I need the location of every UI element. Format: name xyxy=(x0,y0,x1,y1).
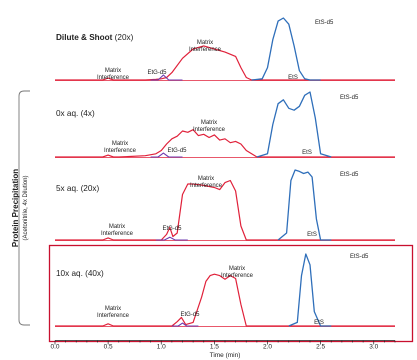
interference-label: Interference xyxy=(193,127,226,133)
interference-label: Interference xyxy=(221,273,254,279)
matrix-label: Matrix xyxy=(105,68,121,74)
etg-d5-label: EtG-d5 xyxy=(162,226,182,232)
matrix-label: Matrix xyxy=(112,141,128,147)
etg-d5-label: EtG-d5 xyxy=(167,148,187,154)
group-bracket: Protein Precipitation (Acetonitrile, 4x D… xyxy=(11,90,30,326)
ets-d5-label: EtS-d5 xyxy=(340,95,359,101)
x-tick-label: 0.0 xyxy=(50,344,59,351)
panel-title: 0x aq. (4x) xyxy=(56,109,95,118)
panel-title-rest: (20x) xyxy=(112,33,133,42)
matrix-label: Matrix xyxy=(105,306,121,312)
series-line-etg-d5 xyxy=(150,74,183,81)
panel-title: 5x aq. (20x) xyxy=(56,184,100,193)
etg-d5-label: EtG-d5 xyxy=(147,70,167,76)
series-line-matrix xyxy=(55,45,395,81)
matrix-label: Matrix xyxy=(201,120,217,126)
series-line-matrix xyxy=(55,273,395,327)
interference-label: Interference xyxy=(189,47,222,53)
series-line-ets xyxy=(256,91,332,158)
ets-label: EtS xyxy=(288,75,298,81)
interference-label: Interference xyxy=(190,183,223,189)
chromatogram-panel: 5x aq. (20x)MatrixInterferenceEtG-d5Matr… xyxy=(55,169,395,241)
x-tick-label: 2.5 xyxy=(316,344,325,351)
x-tick-label: 3.0 xyxy=(369,344,378,351)
panel-title-bold: Dilute & Shoot xyxy=(56,33,113,42)
group-bracket-line xyxy=(18,90,30,326)
ets-label: EtS xyxy=(302,150,312,156)
ets-label: EtS xyxy=(307,232,317,238)
interference-label: Interference xyxy=(101,231,134,237)
series-line-etg-d5 xyxy=(155,236,188,241)
panel-title-rest: 0x aq. (4x) xyxy=(56,109,95,118)
panel-title-rest: 5x aq. (20x) xyxy=(56,184,100,193)
x-tick-label: 1.5 xyxy=(210,344,219,351)
matrix-label: Matrix xyxy=(198,176,214,182)
series-line-ets xyxy=(251,17,321,81)
matrix-label: Matrix xyxy=(229,266,245,272)
interference-label: Interference xyxy=(97,75,130,81)
series-line-matrix xyxy=(55,179,395,241)
panel-title-rest: 10x aq. (40x) xyxy=(56,269,104,278)
x-tick-label: 0.5 xyxy=(104,344,113,351)
chromatogram-panel: Dilute & Shoot (20x)MatrixInterferenceEt… xyxy=(55,17,395,81)
ets-d5-label: EtS-d5 xyxy=(315,20,334,26)
series-line-ets xyxy=(288,253,332,327)
x-tick-label: 2.0 xyxy=(263,344,272,351)
interference-label: Interference xyxy=(97,313,130,319)
matrix-label: Matrix xyxy=(197,40,213,46)
group-label: Protein Precipitation xyxy=(11,169,20,247)
panel-title: Dilute & Shoot (20x) xyxy=(56,33,134,42)
etg-d5-label: EtG-d5 xyxy=(180,312,200,318)
group-sublabel: (Acetonitrile, 4x Dilution) xyxy=(23,175,29,240)
x-axis-title: Time (min) xyxy=(210,352,241,359)
series-line-matrix xyxy=(55,129,395,158)
panel-title: 10x aq. (40x) xyxy=(56,269,104,278)
highlight-box xyxy=(48,244,414,343)
series-line-etg-d5 xyxy=(150,152,183,158)
series-line-etg-d5 xyxy=(171,322,199,327)
interference-label: Interference xyxy=(104,148,137,154)
ets-d5-label: EtS-d5 xyxy=(340,172,359,178)
matrix-label: Matrix xyxy=(109,224,125,230)
x-axis: 0.0 0.5 1.0 1.5 2.0 2.5 3.0 Time (min) xyxy=(50,340,396,359)
x-tick-label: 1.0 xyxy=(157,344,166,351)
ets-d5-label: EtS-d5 xyxy=(350,254,369,260)
panels-layer: Dilute & Shoot (20x)MatrixInterferenceEt… xyxy=(48,17,414,343)
ets-label: EtS xyxy=(314,320,324,326)
series-line-ets xyxy=(277,169,332,241)
